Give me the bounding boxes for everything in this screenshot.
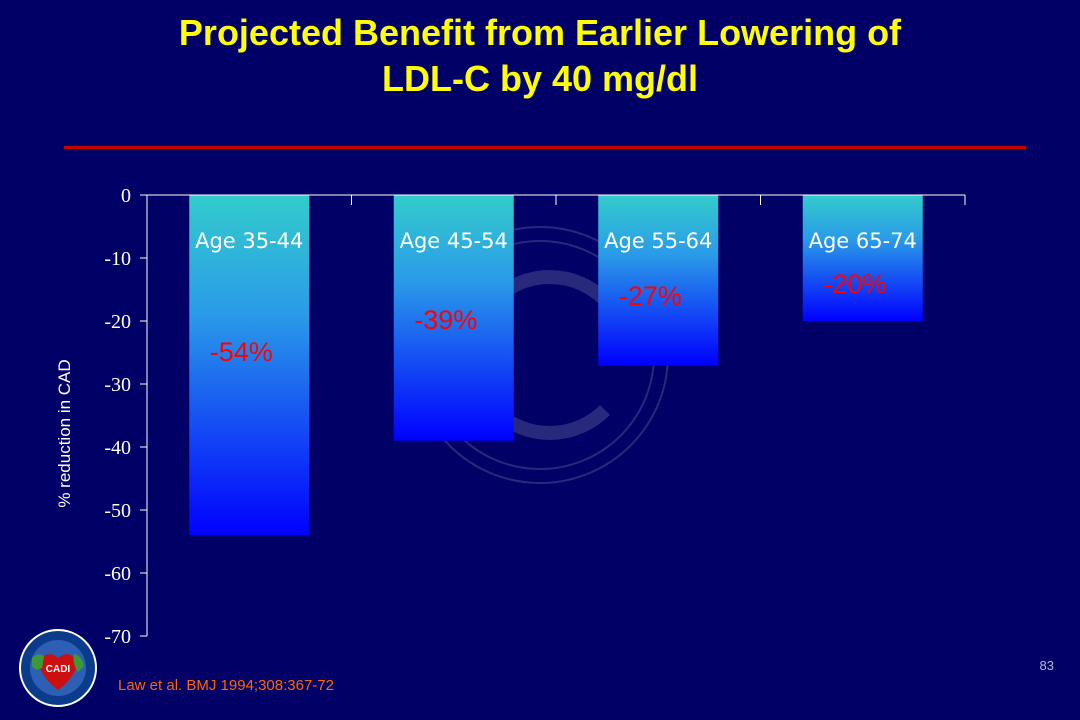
bar-3 [598,195,719,366]
y-tick-label: -70 [104,626,131,648]
y-tick-label: -20 [104,311,131,333]
slide-title: Projected Benefit from Earlier Lowering … [0,10,1080,102]
bar-4 [802,195,923,321]
y-axis-title: % reduction in CAD [55,359,74,507]
y-tick-label: 0 [121,185,131,207]
slide-number: 83 [1039,658,1054,673]
category-label: Age 55-64 [604,229,712,253]
category-label: Age 45-54 [400,229,508,253]
bar-2 [393,195,514,441]
logo-text: CADI [46,664,71,675]
category-label: Age 35-44 [195,229,303,253]
y-tick-label: -50 [104,500,131,522]
y-tick-label: -60 [104,563,131,585]
y-tick-label: -30 [104,374,131,396]
y-tick-label: -40 [104,437,131,459]
category-label: Age 65-74 [809,229,917,253]
data-label: -39% [414,305,477,335]
title-divider [64,146,1026,149]
citation: Law et al. BMJ 1994;308:367-72 [118,677,334,694]
cadi-logo: CADI [19,629,97,707]
data-label: -27% [619,281,682,311]
data-label: -54% [210,337,273,367]
bar-1 [189,195,310,536]
title-line-1: Projected Benefit from Earlier Lowering … [178,12,902,53]
title-line-2: LDL-C by 40 mg/dl [381,58,699,99]
data-label: -20% [823,269,886,299]
y-tick-label: -10 [104,248,131,270]
